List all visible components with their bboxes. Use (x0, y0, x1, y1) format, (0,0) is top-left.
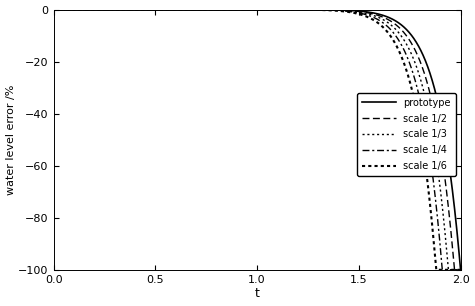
scale 1/4 (354, 11, 360, 14)
prototype (206, 8, 212, 11)
prototype (354, 9, 360, 13)
scale 1/4 (295, 8, 301, 11)
scale 1/3 (315, 8, 321, 12)
Legend: prototype, scale 1/2, scale 1/3, scale 1/4, scale 1/6: prototype, scale 1/2, scale 1/3, scale 1… (357, 93, 456, 176)
prototype (458, 268, 464, 272)
scale 1/6 (385, 31, 391, 35)
scale 1/3 (206, 8, 212, 11)
scale 1/3 (385, 21, 391, 25)
scale 1/6 (206, 8, 212, 11)
scale 1/3 (295, 8, 301, 11)
scale 1/4 (206, 8, 212, 11)
scale 1/4 (458, 268, 464, 272)
scale 1/6 (315, 8, 321, 12)
scale 1/2 (51, 8, 57, 11)
scale 1/4 (315, 8, 321, 12)
scale 1/2 (124, 8, 130, 11)
scale 1/6 (124, 8, 130, 11)
scale 1/3 (354, 10, 360, 14)
scale 1/3 (51, 8, 57, 11)
Line: scale 1/6: scale 1/6 (54, 9, 461, 270)
scale 1/3 (124, 8, 130, 11)
scale 1/6 (458, 268, 464, 272)
scale 1/2 (206, 8, 212, 11)
prototype (51, 8, 57, 11)
scale 1/3 (458, 268, 464, 272)
X-axis label: t: t (255, 287, 259, 300)
prototype (295, 8, 301, 11)
scale 1/2 (295, 8, 301, 11)
prototype (385, 15, 391, 19)
Line: scale 1/2: scale 1/2 (54, 9, 461, 270)
scale 1/4 (385, 25, 391, 29)
scale 1/6 (354, 12, 360, 16)
scale 1/4 (51, 8, 57, 11)
Line: scale 1/4: scale 1/4 (54, 9, 461, 270)
scale 1/2 (385, 18, 391, 21)
scale 1/6 (295, 8, 301, 11)
Line: prototype: prototype (54, 9, 461, 270)
scale 1/2 (315, 8, 321, 12)
scale 1/2 (354, 9, 360, 13)
scale 1/2 (452, 268, 457, 272)
scale 1/6 (433, 268, 439, 272)
scale 1/2 (458, 268, 464, 272)
prototype (124, 8, 130, 11)
Y-axis label: water level error /%: water level error /% (6, 84, 16, 195)
Line: scale 1/3: scale 1/3 (54, 9, 461, 270)
scale 1/4 (439, 268, 445, 272)
prototype (315, 8, 321, 12)
scale 1/4 (124, 8, 130, 11)
scale 1/6 (51, 8, 57, 11)
scale 1/3 (446, 268, 451, 272)
